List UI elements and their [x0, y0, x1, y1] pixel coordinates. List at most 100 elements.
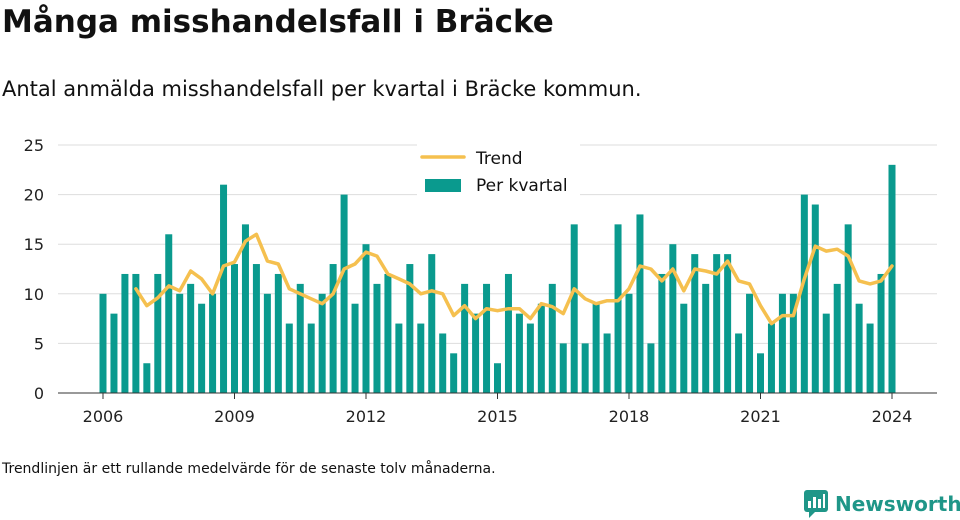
bar [99, 293, 107, 393]
bar [614, 224, 622, 393]
bar [428, 254, 436, 393]
bar [384, 273, 392, 393]
bar [526, 323, 534, 393]
x-axis: 2006 2009 2012 2015 2018 2021 2024 [58, 392, 937, 426]
bar [537, 303, 545, 393]
bar [494, 363, 501, 393]
bar [461, 283, 469, 393]
bar [373, 283, 381, 393]
bar [285, 323, 293, 393]
bar [767, 323, 775, 393]
bar [636, 214, 644, 393]
bar [165, 234, 173, 393]
bar [417, 323, 425, 393]
bar [559, 343, 567, 393]
bar [581, 343, 589, 393]
y-tick-label: 15 [24, 235, 44, 254]
bar [362, 244, 370, 393]
bar [472, 313, 480, 393]
y-tick-label: 20 [24, 186, 44, 205]
bar [757, 353, 764, 393]
legend-bar-swatch [425, 179, 461, 192]
bar [680, 303, 688, 393]
bar [340, 194, 348, 393]
page-subtitle: Antal anmälda misshandelsfall per kvarta… [2, 77, 642, 101]
bar [439, 333, 447, 393]
bar [515, 313, 523, 393]
y-tick-label: 5 [34, 334, 44, 353]
bar [888, 164, 896, 393]
bar [198, 303, 206, 393]
bar [866, 323, 874, 393]
x-tick-label: 2012 [346, 407, 387, 426]
bar [132, 273, 140, 393]
bar [395, 323, 403, 393]
trend-line [134, 232, 894, 326]
x-tick-label: 2009 [214, 407, 255, 426]
y-tick-label: 10 [24, 285, 44, 304]
bar [669, 244, 677, 393]
bar [778, 293, 786, 393]
bar [176, 293, 184, 393]
bar [121, 273, 129, 393]
bar [724, 254, 732, 393]
bar [822, 313, 830, 393]
bar [329, 264, 337, 393]
legend: Trend Per kvartal [417, 142, 580, 200]
bar [296, 283, 304, 393]
bar [789, 293, 797, 393]
bar [691, 254, 699, 393]
bar [318, 293, 326, 393]
bar [241, 224, 249, 393]
legend-bar-label: Per kvartal [476, 176, 568, 196]
brand-name: Newsworthy [835, 492, 960, 516]
bar [252, 264, 260, 393]
bar [625, 293, 633, 393]
x-tick-label: 2024 [872, 407, 913, 426]
bar [209, 293, 217, 393]
bar [143, 363, 151, 393]
x-tick-label: 2006 [83, 407, 124, 426]
bar [450, 353, 458, 393]
newsworthy-icon [804, 490, 828, 518]
bar [702, 283, 710, 393]
bar [351, 303, 359, 393]
bar [187, 283, 195, 393]
bar [570, 224, 578, 393]
bar [647, 343, 655, 393]
bar [504, 273, 512, 393]
bar [154, 273, 162, 393]
bar-series [99, 164, 896, 393]
x-tick-label: 2015 [477, 407, 518, 426]
bar [855, 303, 863, 393]
bar [800, 194, 808, 393]
x-tick-label: 2018 [609, 407, 650, 426]
bar [110, 313, 118, 393]
bar [263, 293, 271, 393]
bar [274, 273, 282, 393]
y-axis-ticks: 0 5 10 15 20 25 [24, 136, 44, 403]
brand-logo[interactable]: Newsworthy [803, 488, 960, 520]
bar [307, 323, 315, 393]
x-tick-label: 2021 [740, 407, 781, 426]
footnote: Trendlinjen är ett rullande medelvärde f… [2, 461, 496, 477]
bar [220, 184, 228, 393]
bar [658, 273, 666, 393]
bar [406, 264, 414, 393]
bar [483, 283, 491, 393]
y-tick-label: 0 [34, 384, 44, 403]
bar [811, 204, 819, 393]
bar [735, 333, 743, 393]
bar [231, 264, 238, 393]
bar [877, 273, 885, 393]
bar [833, 283, 841, 393]
page-title: Många misshandelsfall i Bräcke [2, 4, 554, 40]
bar [548, 283, 556, 393]
bar [603, 333, 611, 393]
bar [746, 293, 754, 393]
bar [844, 224, 852, 393]
y-tick-label: 25 [24, 136, 44, 155]
bar [713, 254, 721, 393]
legend-trend-label: Trend [475, 149, 523, 169]
